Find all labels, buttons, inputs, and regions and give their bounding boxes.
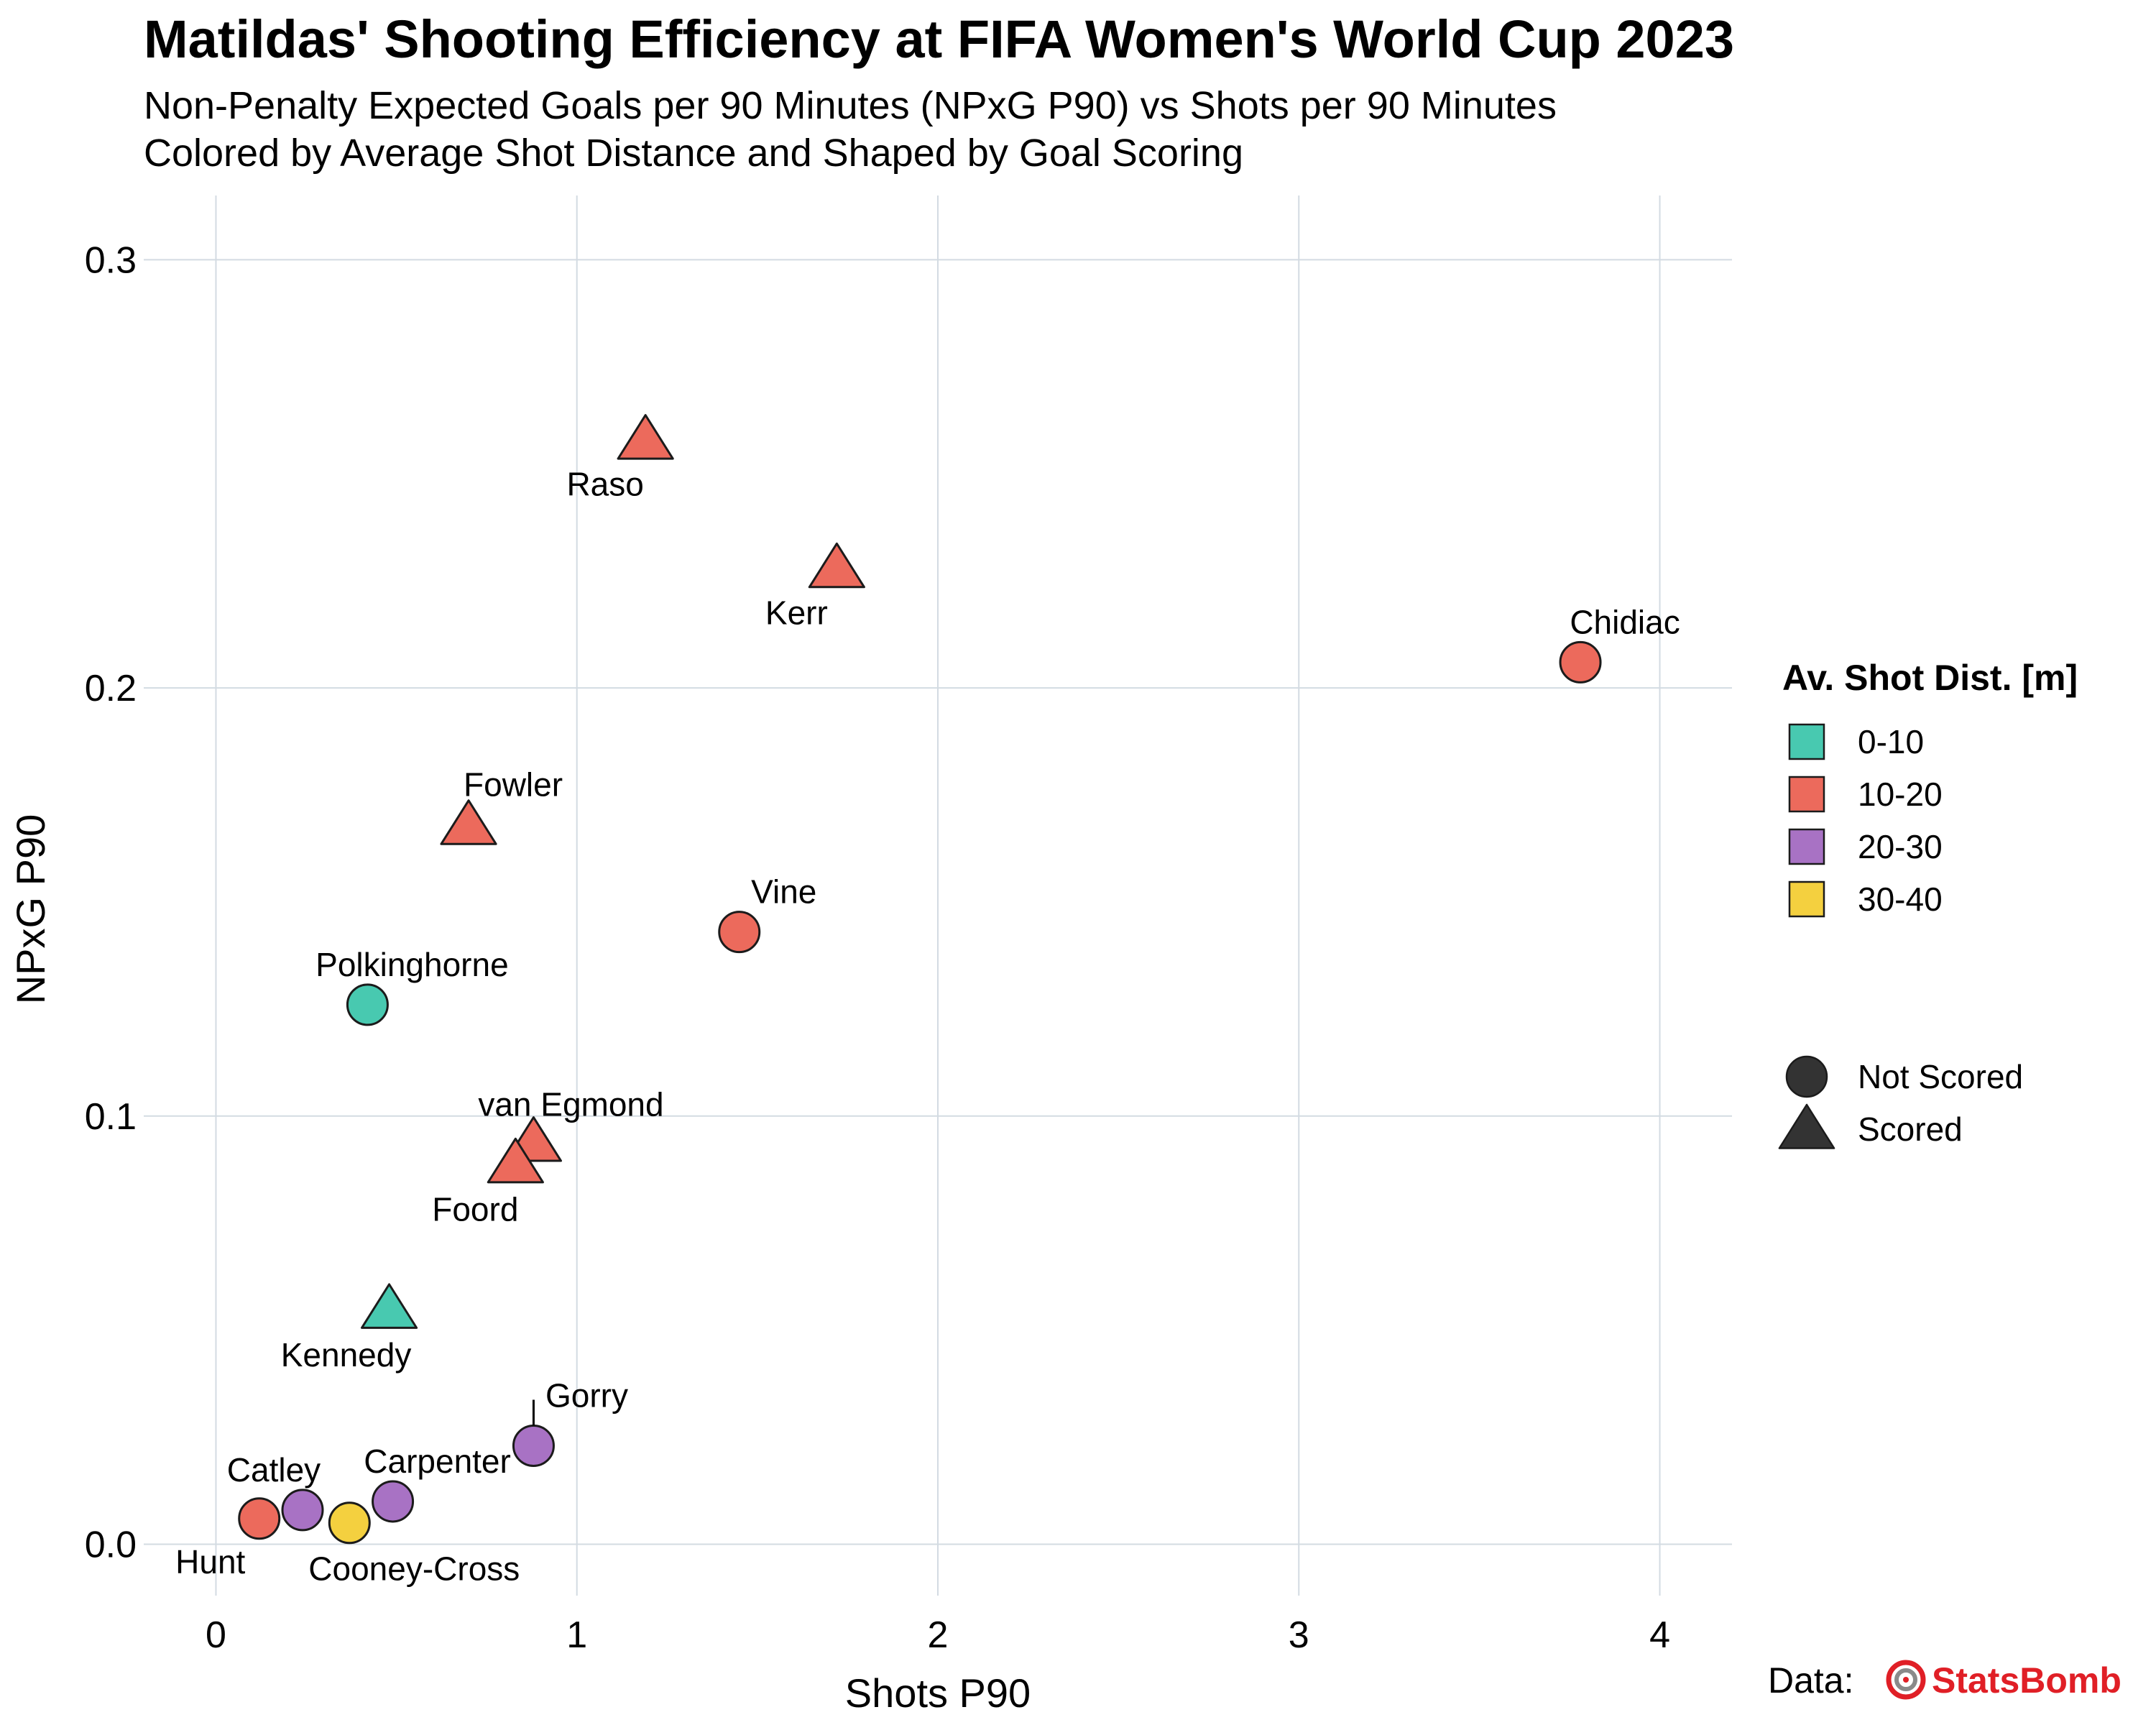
- point-label-polkinghorne: Polkinghorne: [315, 946, 509, 983]
- legend: Av. Shot Dist. [m] 0-10 10-20 20-30 30-40 No…: [1778, 658, 2078, 1149]
- data-points: [238, 414, 1602, 1545]
- point-label-carpenter: Carpenter: [364, 1443, 511, 1480]
- point-kerr: [808, 542, 865, 589]
- point-label-foord: Foord: [432, 1190, 518, 1228]
- point-label-hunt: Hunt: [175, 1543, 245, 1581]
- y-tick-label: 0.3: [85, 239, 137, 281]
- point-labels: Raso Kerr Chidiac Fowler Vine Polkinghorne van…: [175, 466, 1680, 1588]
- legend-shape-triangle: [1778, 1103, 1835, 1149]
- y-axis-ticks: 0.0 0.1 0.2 0.3: [85, 239, 137, 1565]
- point-label-raso: Raso: [566, 466, 643, 503]
- legend-label-not-scored: Not Scored: [1858, 1058, 2023, 1095]
- point-cooney-cross: [328, 1501, 371, 1545]
- x-tick-label: 0: [206, 1614, 226, 1656]
- point-chidiac: [1559, 640, 1602, 684]
- point-carpenter: [372, 1480, 415, 1523]
- point-raso: [617, 414, 674, 460]
- legend-swatch-10-20: [1788, 776, 1825, 813]
- chart-subtitle-line-2: Colored by Average Shot Distance and Sha…: [144, 132, 1243, 175]
- x-tick-label: 1: [566, 1614, 587, 1656]
- legend-swatch-0-10: [1788, 723, 1825, 760]
- point-polkinghorne: [346, 983, 389, 1026]
- point-label-van-egmond: van Egmond: [478, 1086, 663, 1123]
- point-label-vine: Vine: [751, 873, 816, 911]
- y-tick-label: 0.0: [85, 1524, 137, 1566]
- legend-swatch-20-30: [1788, 828, 1825, 865]
- color-legend-title: Av. Shot Dist. [m]: [1782, 658, 2078, 698]
- x-tick-label: 3: [1289, 1614, 1309, 1656]
- legend-label-30-40: 30-40: [1858, 880, 1943, 918]
- point-label-cooney-cross: Cooney-Cross: [308, 1550, 520, 1588]
- chart-title: Matildas' Shooting Efficiency at FIFA Wo…: [144, 9, 1735, 69]
- point-kennedy: [360, 1283, 418, 1329]
- credit-brand: StatsBomb: [1932, 1660, 2122, 1701]
- legend-label-0-10: 0-10: [1858, 723, 1924, 760]
- legend-label-scored: Scored: [1858, 1110, 1963, 1148]
- legend-swatch-30-40: [1788, 880, 1825, 918]
- point-label-gorry: Gorry: [545, 1376, 628, 1414]
- y-axis-label: NPxG P90: [8, 814, 53, 1005]
- legend-label-10-20: 10-20: [1858, 776, 1943, 813]
- legend-label-20-30: 20-30: [1858, 828, 1943, 865]
- x-axis-ticks: 0 1 2 3 4: [206, 1614, 1670, 1656]
- legend-shape-circle: [1785, 1055, 1828, 1098]
- point-catley: [281, 1489, 324, 1532]
- point-label-kennedy: Kennedy: [281, 1336, 412, 1374]
- point-foord: [487, 1137, 544, 1184]
- point-fowler: [440, 799, 497, 845]
- point-vine: [718, 911, 761, 954]
- y-tick-label: 0.2: [85, 668, 137, 709]
- data-credit: Data: StatsBomb: [1768, 1660, 2122, 1701]
- point-label-kerr: Kerr: [765, 594, 828, 631]
- point-hunt: [238, 1497, 281, 1540]
- point-label-catley: Catley: [227, 1451, 321, 1489]
- x-tick-label: 4: [1649, 1614, 1670, 1656]
- point-gorry: [512, 1424, 555, 1467]
- point-label-fowler: Fowler: [464, 766, 563, 804]
- statsbomb-logo-icon: [1886, 1660, 1926, 1700]
- credit-prefix: Data:: [1768, 1660, 1854, 1701]
- x-tick-label: 2: [928, 1614, 949, 1656]
- x-axis-label: Shots P90: [845, 1670, 1031, 1716]
- chart-subtitle-line-1: Non-Penalty Expected Goals per 90 Minute…: [144, 84, 1557, 127]
- y-tick-label: 0.1: [85, 1096, 137, 1138]
- grid-lines: [144, 196, 1732, 1596]
- point-label-chidiac: Chidiac: [1570, 603, 1680, 640]
